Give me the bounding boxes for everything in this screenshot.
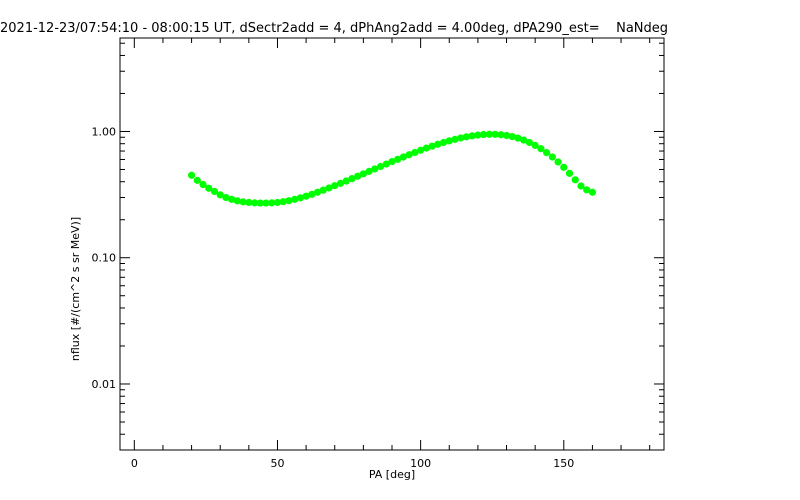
data-point — [205, 184, 213, 192]
data-point — [193, 176, 201, 184]
data-point — [268, 199, 276, 207]
data-point — [256, 199, 264, 207]
data-point — [468, 132, 476, 140]
data-point — [291, 195, 299, 203]
plot-frame — [119, 37, 665, 451]
data-point — [245, 198, 253, 207]
data-point — [405, 151, 413, 159]
data-point — [239, 198, 247, 206]
data-point — [228, 195, 236, 203]
data-point — [210, 187, 219, 196]
data-point — [382, 160, 390, 168]
y-axis-label-group: nflux [#/(cm^2 s sr MeV)] — [69, 217, 82, 361]
x-tick-label: 100 — [410, 457, 431, 470]
data-point — [548, 153, 556, 161]
chart-title: 2021-12-23/07:54:10 - 08:00:15 UT, dSect… — [0, 21, 668, 36]
data-point — [508, 132, 516, 141]
data-point — [514, 134, 522, 142]
data-point — [502, 131, 511, 140]
data-point — [451, 135, 459, 143]
data-point — [388, 158, 396, 166]
x-axis-label: PA [deg] — [369, 468, 415, 481]
data-point — [537, 145, 545, 153]
data-point — [434, 140, 442, 148]
data-point — [474, 131, 482, 139]
data-point — [485, 130, 493, 138]
x-tick-label: 150 — [553, 457, 574, 470]
x-tick-label: 50 — [270, 457, 284, 470]
data-point — [376, 162, 385, 171]
data-point — [336, 179, 345, 187]
data-point — [554, 158, 562, 166]
data-point — [359, 170, 367, 178]
data-point — [342, 177, 350, 185]
data-point — [583, 186, 591, 194]
data-point — [371, 165, 379, 173]
data-point — [577, 182, 585, 190]
data-point — [560, 163, 568, 171]
data-point — [325, 184, 333, 192]
data-point — [445, 137, 453, 145]
data-point — [296, 194, 304, 202]
data-point — [348, 175, 356, 183]
data-point — [411, 148, 419, 157]
data-point — [565, 169, 574, 177]
data-point — [187, 171, 196, 179]
data-point — [571, 176, 579, 184]
data-point — [354, 172, 362, 180]
data-point — [543, 149, 551, 157]
data-point — [439, 138, 448, 147]
data-point — [394, 155, 402, 163]
data-point — [331, 182, 339, 190]
data-point — [216, 191, 224, 199]
y-tick-label: 1.00 — [92, 125, 117, 138]
data-point — [319, 186, 327, 194]
axis-ticks: 0 50 100 150 0.01 0.10 1.00 — [92, 38, 664, 470]
data-point — [262, 199, 270, 207]
data-point — [399, 153, 408, 161]
data-point — [428, 142, 436, 150]
y-axis-label: nflux [#/(cm^2 s sr MeV)] — [69, 217, 82, 361]
data-point — [531, 141, 539, 149]
data-point — [222, 193, 230, 202]
data-point — [313, 188, 322, 196]
data-point — [302, 192, 310, 200]
data-point — [491, 130, 499, 138]
data-point — [233, 197, 241, 205]
data-point — [588, 188, 597, 196]
y-tick-label: 0.10 — [92, 252, 117, 265]
x-tick-label: 0 — [131, 457, 138, 470]
data-point — [365, 167, 373, 175]
data-point — [279, 198, 287, 206]
data-point — [462, 133, 471, 141]
data-point — [199, 180, 207, 189]
data-point — [285, 197, 293, 205]
data-point — [457, 134, 465, 142]
data-point — [417, 146, 425, 154]
data-point — [520, 136, 528, 144]
data-point — [250, 199, 259, 207]
data-point — [422, 144, 430, 152]
y-tick-label: 0.01 — [92, 378, 117, 391]
data-points — [187, 130, 597, 207]
data-point — [497, 131, 505, 139]
data-point — [308, 190, 316, 198]
data-point — [273, 198, 282, 207]
data-point — [525, 138, 534, 147]
data-point — [480, 130, 488, 139]
